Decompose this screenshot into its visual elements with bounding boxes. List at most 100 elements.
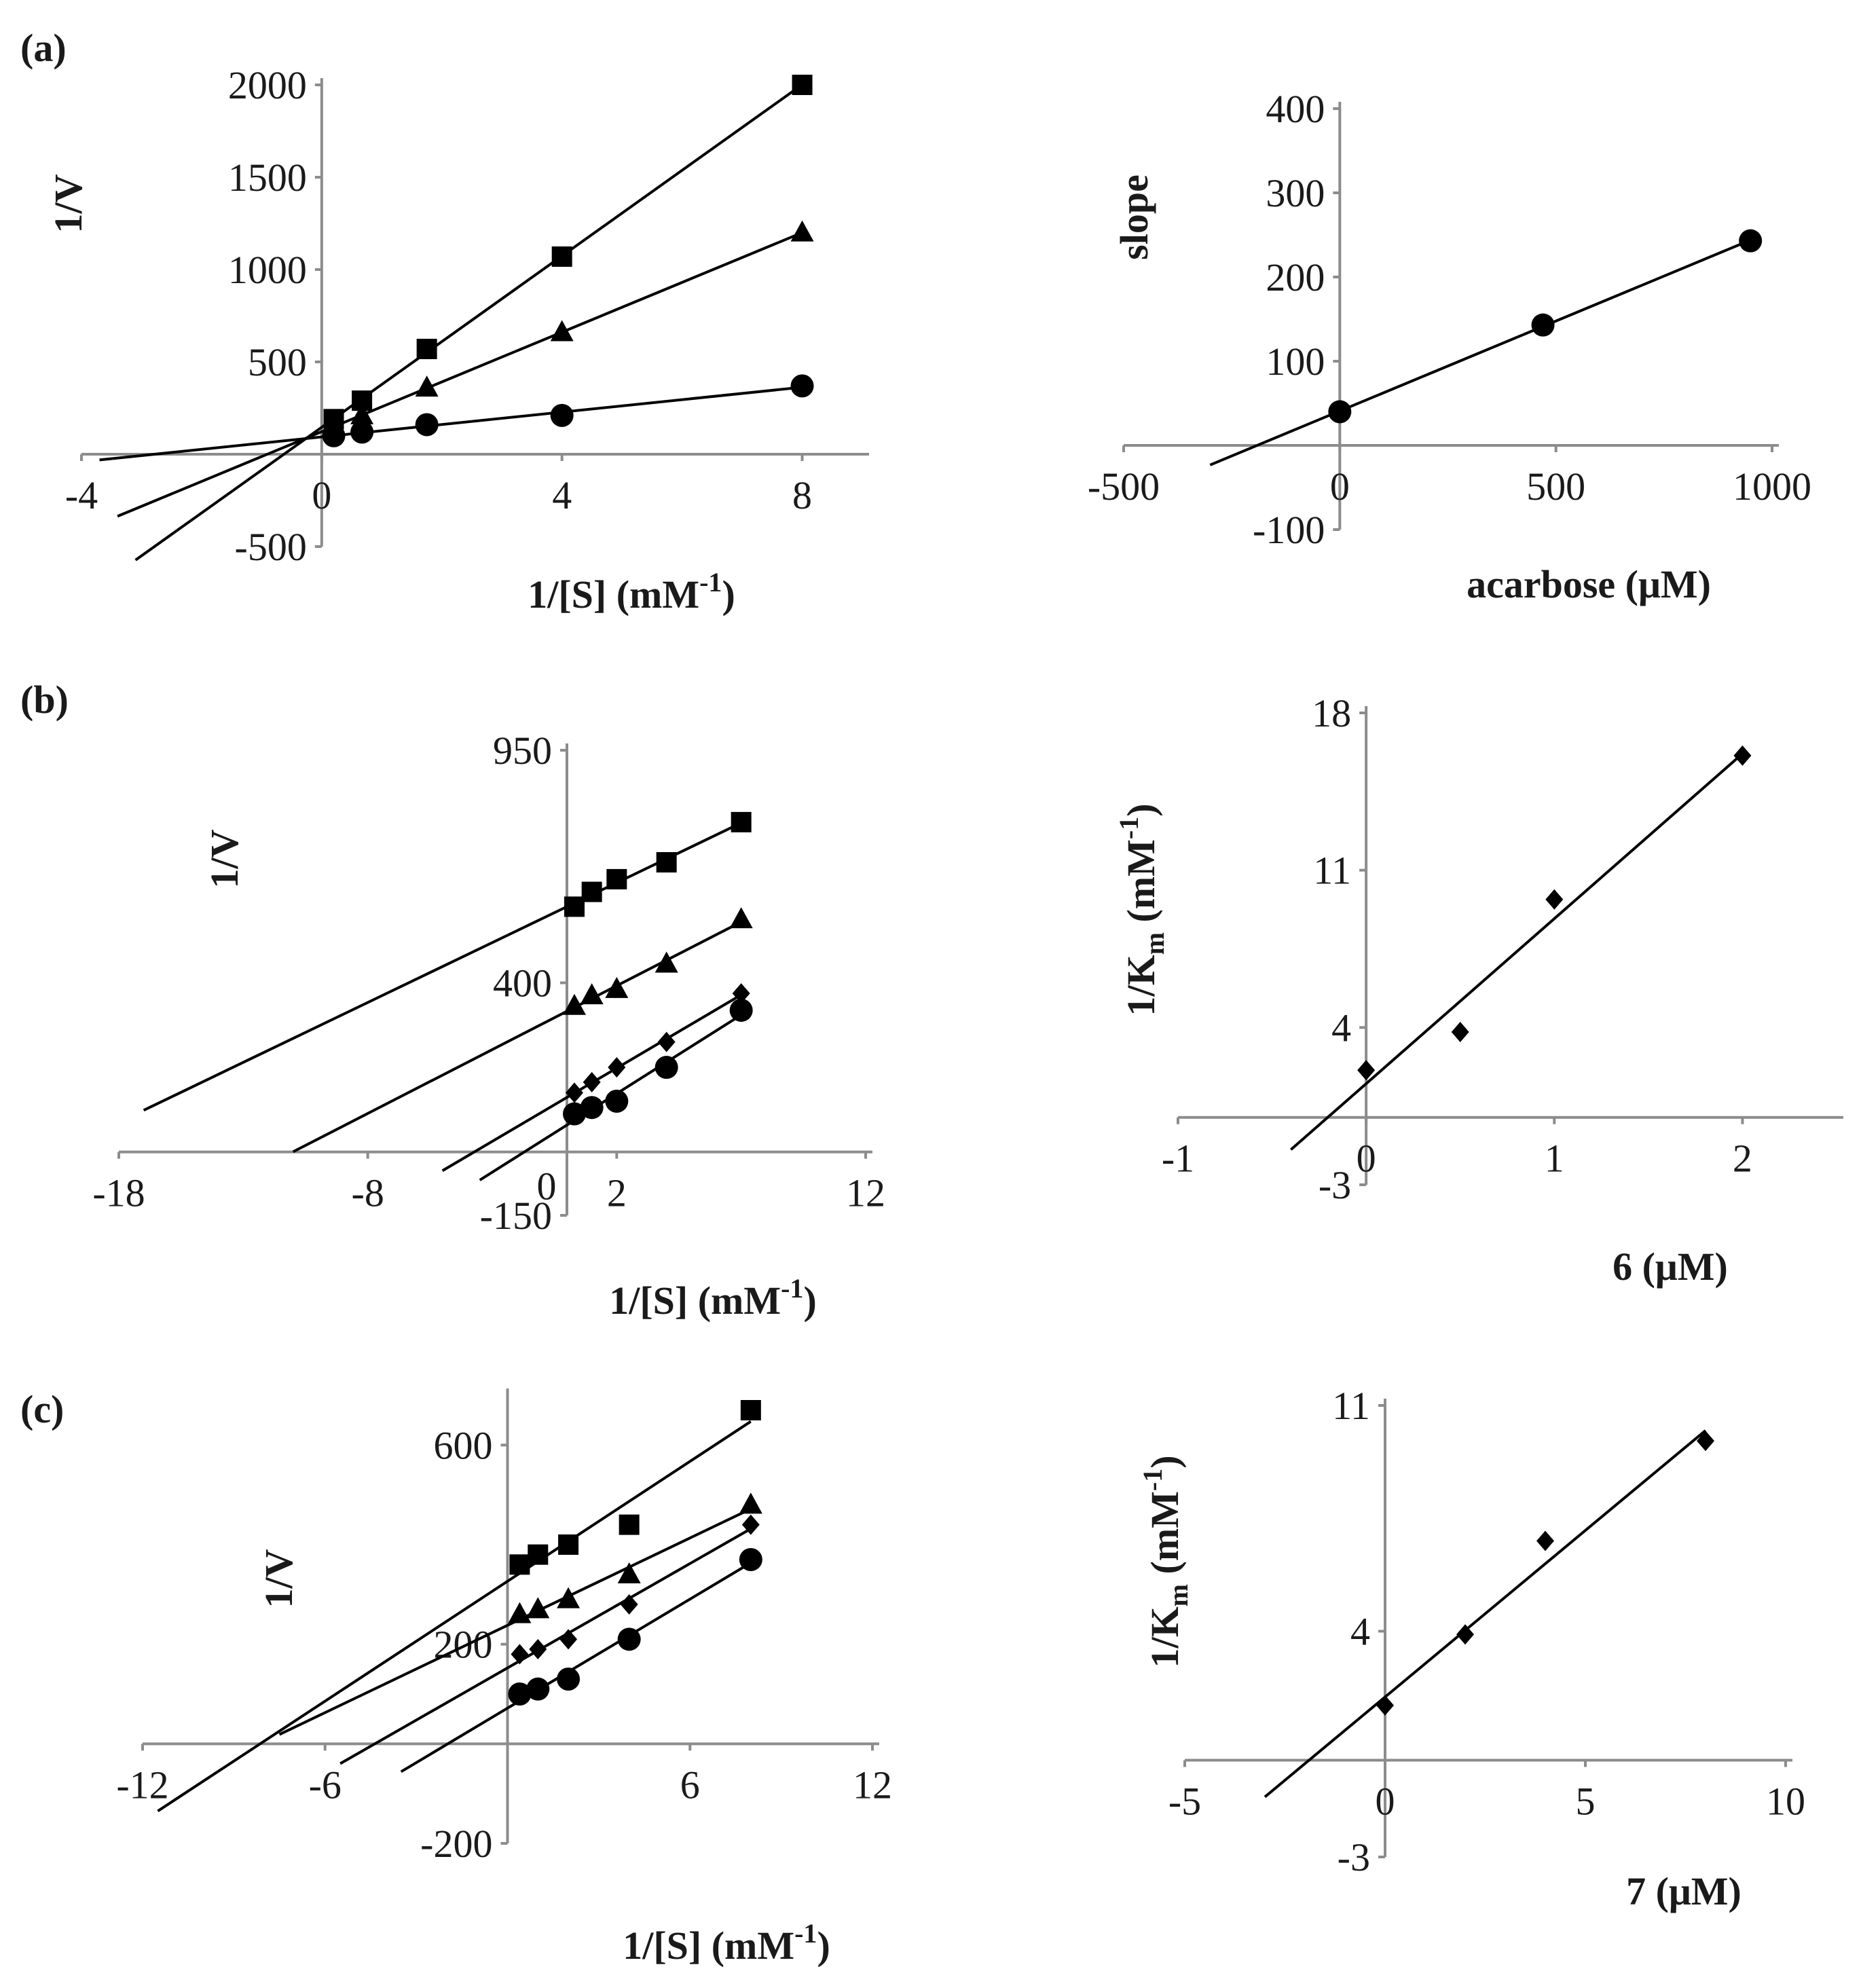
x-tick-label: 500 — [1526, 464, 1585, 509]
x-tick-label: -5 — [1168, 1780, 1201, 1824]
y-tick-label: 400 — [1266, 87, 1325, 131]
data-point-circle — [563, 1102, 586, 1126]
y-tick-label: 400 — [493, 961, 552, 1006]
panel-label-a: (a) — [20, 26, 67, 70]
x-axis-label: 7 (μM) — [1626, 1869, 1742, 1913]
y-tick-label: -3 — [1338, 1835, 1370, 1879]
panel-label-c: (c) — [20, 1387, 64, 1431]
x-tick-label: -1 — [1162, 1137, 1194, 1181]
data-point-square — [731, 811, 752, 832]
fit-line-slope — [1209, 238, 1751, 466]
chart-b-secondary-plot: -1 0 1 2 -3 4 11 18 6 (μM) 1/Km (mM-1) — [1113, 691, 1843, 1289]
data-point-circle — [508, 1682, 532, 1706]
data-point-square — [581, 881, 602, 902]
data-point-triangle — [790, 220, 814, 242]
data-point-diamond — [559, 1629, 578, 1650]
y-tick-label: -100 — [1253, 508, 1325, 552]
data-point-slope — [1531, 313, 1555, 337]
data-point-triangle — [739, 1492, 762, 1514]
fit-line-1/Km — [1289, 752, 1744, 1151]
y-axis-label: slope — [1112, 174, 1156, 260]
data-point-diamond — [608, 1057, 626, 1078]
fit-line-square — [157, 1420, 752, 1813]
data-point-square — [528, 1544, 549, 1565]
fit-line-circle — [99, 386, 803, 462]
data-point-1/Km — [1536, 1530, 1554, 1551]
x-tick-label: 8 — [792, 473, 812, 517]
data-point-square — [551, 246, 572, 267]
data-point-circle — [557, 1668, 581, 1691]
y-axis-label: 1/Km (mM-1) — [1137, 1455, 1194, 1668]
data-point-diamond — [732, 983, 750, 1004]
y-axis-label: 1/V — [202, 829, 246, 888]
data-point-square — [792, 75, 813, 95]
data-point-triangle — [580, 983, 604, 1005]
y-tick-label: -3 — [1319, 1163, 1351, 1207]
origin-label: 0 — [537, 1164, 557, 1209]
data-point-square — [740, 1400, 761, 1420]
x-tick-label: 0 — [1330, 464, 1350, 509]
data-point-diamond — [741, 1514, 760, 1535]
x-tick-label: 0 — [1376, 1780, 1395, 1824]
chart-b-lineweaver-burk: -18 -8 2 12 0-150 400 950 1/[S] (mM-1) 1/V — [92, 729, 885, 1323]
fit-line-1/Km — [1264, 1429, 1707, 1799]
x-tick-label: -500 — [1088, 464, 1160, 509]
x-tick-label: 6 — [680, 1763, 700, 1807]
x-axis-label: 6 (μM) — [1613, 1245, 1728, 1289]
x-axis-label: 1/[S] (mM-1) — [528, 567, 735, 616]
data-point-circle — [655, 1056, 678, 1080]
data-point-triangle — [563, 993, 586, 1015]
x-tick-label: 0 — [312, 473, 331, 517]
data-point-diamond — [620, 1594, 638, 1615]
data-point-1/Km — [1376, 1695, 1394, 1716]
y-tick-label: 100 — [1266, 339, 1325, 384]
y-tick-label: 950 — [493, 729, 552, 773]
chart-c-secondary-plot: -5 0 5 10 -3 4 11 7 (μM) 1/Km (mM-1) — [1137, 1384, 1805, 1913]
data-point-square — [564, 896, 585, 917]
y-tick-label: 11 — [1313, 849, 1351, 893]
y-tick-label: 200 — [1266, 255, 1325, 299]
data-point-square — [656, 852, 677, 873]
data-point-1/Km — [1456, 1624, 1474, 1645]
data-point-triangle — [557, 1587, 581, 1608]
x-tick-label: 1000 — [1733, 464, 1811, 509]
data-point-1/Km — [1733, 745, 1752, 766]
fit-line-diamond — [339, 1527, 752, 1765]
data-point-circle — [790, 374, 814, 398]
y-tick-label: 1500 — [228, 155, 307, 200]
y-axis-label: 1/V — [257, 1549, 301, 1608]
x-tick-label: 2 — [1733, 1137, 1752, 1181]
x-tick-label: 0 — [1357, 1137, 1376, 1181]
data-point-1/Km — [1451, 1021, 1469, 1042]
fit-line-triangle — [117, 231, 803, 518]
data-point-square — [606, 868, 627, 889]
data-point-circle — [580, 1096, 604, 1120]
y-tick-label: 4 — [1331, 1006, 1351, 1050]
x-tick-label: 12 — [853, 1763, 892, 1807]
data-point-diamond — [657, 1031, 676, 1052]
x-tick-label: 2 — [607, 1171, 627, 1215]
fit-line-square — [143, 822, 742, 1112]
data-point-square — [558, 1534, 579, 1555]
panel-label-b: (b) — [20, 678, 69, 722]
data-point-diamond — [529, 1639, 547, 1659]
data-point-1/Km — [1545, 889, 1564, 910]
data-point-slope — [1739, 229, 1763, 253]
data-point-circle — [322, 424, 346, 447]
data-point-circle — [550, 403, 574, 427]
y-tick-label: -150 — [480, 1194, 552, 1238]
data-point-square — [416, 338, 437, 359]
fit-line-circle — [400, 1562, 752, 1773]
x-tick-label: -12 — [116, 1763, 168, 1807]
y-tick-label: 1000 — [228, 248, 307, 292]
chart-a-lineweaver-burk: -4 0 4 8 -500 500 1000 1500 2000 1/[S] (mM-1) 1/V — [46, 63, 869, 616]
x-tick-label: 10 — [1766, 1780, 1805, 1824]
x-tick-label: 5 — [1576, 1780, 1596, 1824]
data-point-circle — [617, 1627, 641, 1651]
y-axis-label: 1/Km (mM-1) — [1113, 803, 1170, 1016]
chart-c-lineweaver-burk: -12 -6 6 12 -200 200 600 1/[S] (mM-1) 1/V — [116, 1388, 892, 1968]
data-point-circle — [739, 1548, 762, 1571]
x-tick-label: -4 — [65, 473, 98, 517]
data-point-triangle — [550, 320, 574, 342]
